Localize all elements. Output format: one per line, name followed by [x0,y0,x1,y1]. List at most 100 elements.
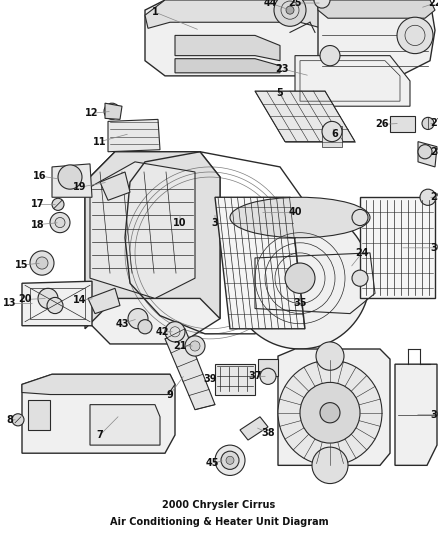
Polygon shape [240,417,268,440]
Text: 25: 25 [288,0,302,8]
Text: 30: 30 [430,243,438,253]
Polygon shape [255,91,355,142]
Text: 9: 9 [166,390,173,400]
Text: 26: 26 [375,119,389,130]
Text: 11: 11 [93,136,107,147]
Circle shape [286,6,294,14]
Text: 29: 29 [430,192,438,202]
Polygon shape [52,164,92,197]
Circle shape [104,103,120,119]
Text: 15: 15 [15,260,29,270]
Circle shape [420,189,436,205]
Polygon shape [360,197,435,298]
Circle shape [58,165,82,189]
Text: 7: 7 [97,430,103,440]
Circle shape [352,270,368,286]
Circle shape [50,213,70,233]
Polygon shape [85,152,220,329]
Text: 42: 42 [155,327,169,337]
Circle shape [38,288,58,309]
Circle shape [397,17,433,54]
Polygon shape [22,281,92,326]
Polygon shape [145,0,340,30]
Circle shape [165,322,185,342]
Circle shape [285,263,315,293]
Circle shape [30,251,54,275]
Polygon shape [22,374,175,453]
Circle shape [226,456,234,464]
Text: 40: 40 [288,207,302,217]
Circle shape [128,309,148,329]
Polygon shape [175,35,280,61]
Circle shape [185,336,205,356]
Circle shape [312,447,348,483]
Text: 18: 18 [31,220,45,230]
Polygon shape [390,116,415,132]
Text: 23: 23 [275,64,289,74]
Polygon shape [108,119,160,152]
Polygon shape [105,103,122,119]
Circle shape [221,451,239,470]
Text: 24: 24 [355,248,369,258]
Polygon shape [230,207,370,349]
Text: 3: 3 [212,217,219,228]
Polygon shape [22,374,175,394]
Polygon shape [165,329,215,410]
Polygon shape [215,364,255,394]
Text: 27: 27 [430,118,438,128]
Polygon shape [145,0,340,76]
Circle shape [190,341,200,351]
Circle shape [352,209,368,225]
Text: 35: 35 [293,298,307,309]
Polygon shape [85,152,220,344]
Text: 5: 5 [277,88,283,98]
Circle shape [138,320,152,334]
Text: 22: 22 [428,0,438,8]
Polygon shape [215,197,305,329]
Polygon shape [90,162,195,298]
Polygon shape [258,359,278,376]
Text: 12: 12 [85,108,99,118]
Text: 1: 1 [152,7,159,17]
Circle shape [422,117,434,130]
Circle shape [320,402,340,423]
Text: 21: 21 [173,341,187,351]
Text: 10: 10 [173,217,187,228]
Bar [30,288,85,319]
Text: 2000 Chrysler Cirrus: 2000 Chrysler Cirrus [162,500,276,510]
Text: 19: 19 [73,182,87,192]
Text: 17: 17 [31,199,45,209]
Circle shape [418,144,432,159]
Polygon shape [395,364,437,465]
Circle shape [52,198,64,211]
Circle shape [300,382,360,443]
Polygon shape [100,172,130,200]
Circle shape [320,45,340,66]
Text: 6: 6 [332,128,339,139]
Polygon shape [318,0,435,86]
Circle shape [12,414,24,426]
Polygon shape [175,59,280,73]
Bar [28,400,50,430]
Text: 20: 20 [18,294,32,304]
Polygon shape [278,349,390,465]
Circle shape [47,297,63,313]
Text: 13: 13 [3,298,17,309]
Circle shape [314,0,330,8]
Circle shape [316,342,344,370]
Circle shape [55,217,65,228]
Text: Air Conditioning & Heater Unit Diagram: Air Conditioning & Heater Unit Diagram [110,518,328,527]
Text: 38: 38 [261,428,275,438]
Text: 8: 8 [7,415,14,425]
Text: 16: 16 [33,171,47,181]
Circle shape [36,257,48,269]
Text: 37: 37 [248,372,262,381]
Circle shape [322,122,342,142]
Text: 36: 36 [430,410,438,420]
Polygon shape [295,55,410,106]
Polygon shape [322,126,342,147]
Ellipse shape [230,197,370,238]
Polygon shape [318,0,435,18]
Text: 44: 44 [263,0,277,8]
Polygon shape [88,288,120,313]
